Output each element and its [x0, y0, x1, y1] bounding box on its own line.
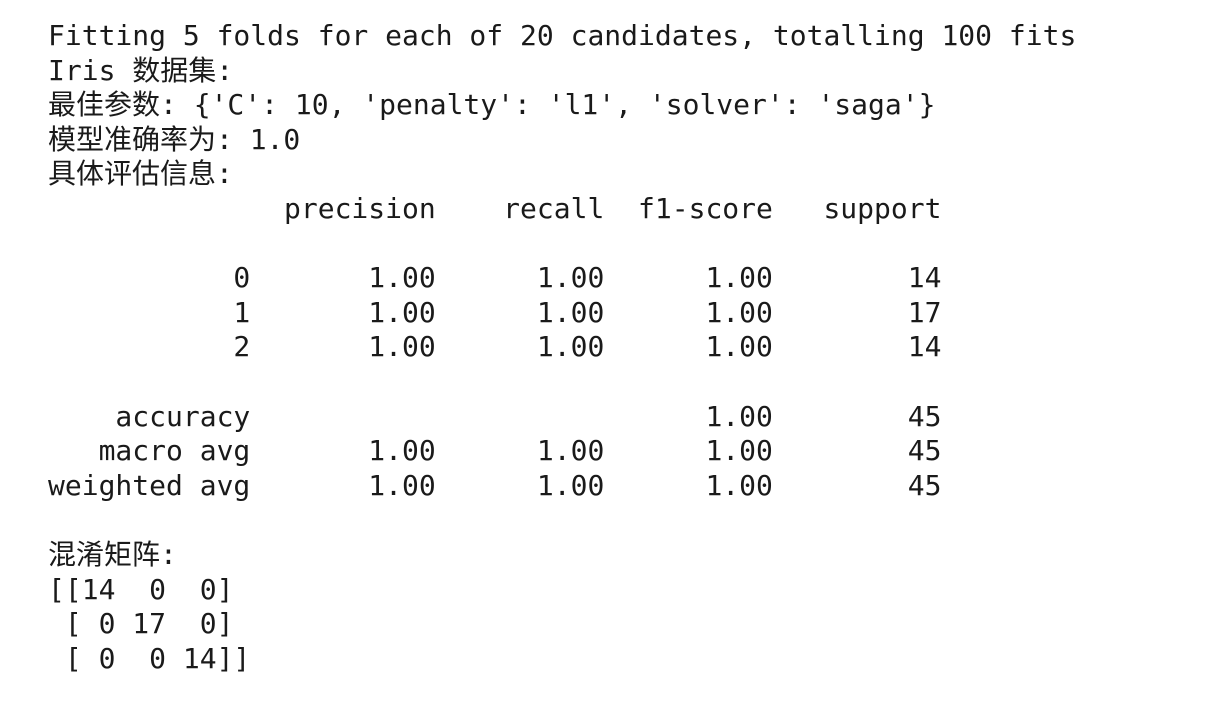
best-params-line: 最佳参数: {'C': 10, 'penalty': 'l1', 'solver… [48, 88, 936, 122]
report-blank-line [48, 365, 1076, 400]
confusion-matrix-row: [[14 0 0] [48, 572, 234, 606]
confusion-matrix-title: 混淆矩阵: [48, 537, 177, 571]
model-accuracy-line: 模型准确率为: 1.0 [48, 122, 301, 156]
report-blank-line [48, 227, 1076, 262]
grid-search-fit-line: Fitting 5 folds for each of 20 candidate… [48, 19, 1077, 52]
report-row-weighted-avg: weighted avg 1.00 1.00 1.00 45 [48, 468, 942, 502]
confusion-matrix-row: [ 0 17 0] [48, 607, 234, 641]
report-row-class-2: 2 1.00 1.00 1.00 14 [48, 330, 942, 364]
report-row-accuracy: accuracy 1.00 45 [48, 399, 942, 433]
confusion-matrix-row: [ 0 0 14]] [48, 641, 251, 675]
report-row-class-0: 0 1.00 1.00 1.00 14 [48, 261, 942, 295]
dataset-label: Iris 数据集: [48, 53, 234, 87]
report-header: precision recall f1-score support [48, 191, 942, 225]
blank-line [48, 503, 1076, 538]
report-title: 具体评估信息: [48, 157, 233, 191]
report-row-macro-avg: macro avg 1.00 1.00 1.00 45 [48, 434, 942, 468]
notebook-cell-output: Fitting 5 folds for each of 20 candidate… [48, 19, 1076, 676]
report-row-class-1: 1 1.00 1.00 1.00 17 [48, 295, 942, 329]
